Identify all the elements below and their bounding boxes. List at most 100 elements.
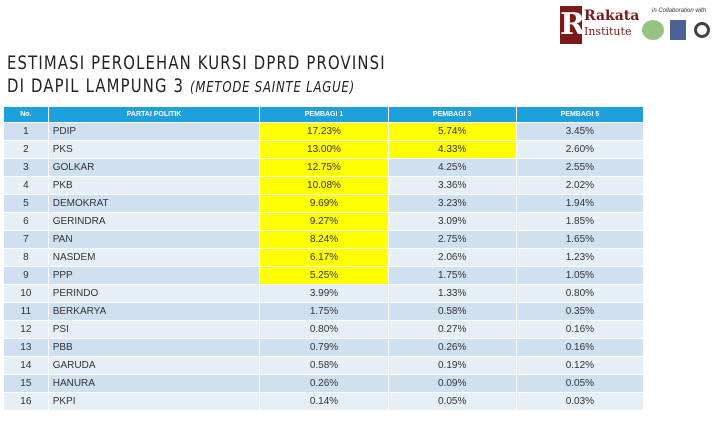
column-header: PARTAI POLITIK <box>48 107 260 122</box>
table-row: 2 PKS 13.00% 4.33% 2.60% <box>4 141 643 158</box>
table-row: 3 GOLKAR 12.75% 4.25% 2.55% <box>4 159 643 176</box>
row-number: 2 <box>4 141 48 158</box>
pembagi-5-value: 2.60% <box>516 141 643 158</box>
pembagi-1-value: 1.75% <box>260 303 388 320</box>
party-name: HANURA <box>48 375 260 392</box>
table-row: 10 PERINDO 3.99% 1.33% 0.80% <box>4 285 643 302</box>
table-row: 9 PPP 5.25% 1.75% 1.05% <box>4 267 643 284</box>
party-name: PKB <box>48 177 260 194</box>
title-line-2-wrap: DI DAPIL LAMPUNG 3 (METODE SAINTE LAGUE) <box>7 75 386 99</box>
pembagi-1-value: 8.24% <box>260 231 388 248</box>
party-name: GERINDRA <box>48 213 260 230</box>
pembagi-5-value: 0.03% <box>516 393 643 410</box>
pembagi-3-value: 1.33% <box>388 285 516 302</box>
party-name: PERINDO <box>48 285 260 302</box>
title-line-2: DI DAPIL LAMPUNG 3 <box>7 75 185 97</box>
partner-logo-3-icon <box>694 22 710 38</box>
pembagi-1-value: 0.26% <box>260 375 388 392</box>
pembagi-1-value: 10.08% <box>260 177 388 194</box>
title-subtitle: (METODE SAINTE LAGUE) <box>190 78 355 96</box>
column-header: PEMBAGI 1 <box>260 107 388 122</box>
table-row: 16 PKPI 0.14% 0.05% 0.03% <box>4 393 643 410</box>
seat-estimate-table: No. PARTAI POLITIK PEMBAGI 1 PEMBAGI 3 PEMBA… <box>3 106 644 411</box>
table-row: 5 DEMOKRAT 9.69% 3.23% 1.94% <box>4 195 643 212</box>
pembagi-3-value: 0.09% <box>388 375 516 392</box>
table-row: 8 NASDEM 6.17% 2.06% 1.23% <box>4 249 643 266</box>
pembagi-5-value: 1.05% <box>516 267 643 284</box>
party-name: GOLKAR <box>48 159 260 176</box>
party-name: PAN <box>48 231 260 248</box>
pembagi-5-value: 2.02% <box>516 177 643 194</box>
pembagi-3-value: 3.36% <box>388 177 516 194</box>
party-name: NASDEM <box>48 249 260 266</box>
pembagi-1-value: 13.00% <box>260 141 388 158</box>
table-row: 15 HANURA 0.26% 0.09% 0.05% <box>4 375 643 392</box>
table-row: 14 GARUDA 0.58% 0.19% 0.12% <box>4 357 643 374</box>
party-name: BERKARYA <box>48 303 260 320</box>
party-name: PBB <box>48 339 260 356</box>
row-number: 5 <box>4 195 48 212</box>
pembagi-5-value: 1.85% <box>516 213 643 230</box>
party-name: DEMOKRAT <box>48 195 260 212</box>
column-header: No. <box>4 107 48 122</box>
pembagi-1-value: 9.69% <box>260 195 388 212</box>
pembagi-3-value: 0.58% <box>388 303 516 320</box>
row-number: 3 <box>4 159 48 176</box>
party-name: PPP <box>48 267 260 284</box>
pembagi-3-value: 2.06% <box>388 249 516 266</box>
rakata-logo: R Rakata Institute in Collaboration with <box>556 4 720 48</box>
pembagi-3-value: 4.25% <box>388 159 516 176</box>
row-number: 12 <box>4 321 48 338</box>
row-number: 15 <box>4 375 48 392</box>
partner-logo-2-icon <box>670 20 686 40</box>
pembagi-5-value: 0.35% <box>516 303 643 320</box>
pembagi-3-value: 0.05% <box>388 393 516 410</box>
page-title: ESTIMASI PEROLEHAN KURSI DPRD PROVINSI D… <box>7 52 386 99</box>
collab-text: in Collaboration with <box>652 8 707 14</box>
pembagi-5-value: 1.65% <box>516 231 643 248</box>
table-row: 12 PSI 0.80% 0.27% 0.16% <box>4 321 643 338</box>
party-name: PKS <box>48 141 260 158</box>
table-header: No. PARTAI POLITIK PEMBAGI 1 PEMBAGI 3 PEMBA… <box>4 107 643 122</box>
partner-logo-1-icon <box>642 20 664 40</box>
row-number: 7 <box>4 231 48 248</box>
table-row: 13 PBB 0.79% 0.26% 0.16% <box>4 339 643 356</box>
pembagi-5-value: 3.45% <box>516 123 643 140</box>
pembagi-1-value: 17.23% <box>260 123 388 140</box>
row-number: 6 <box>4 213 48 230</box>
row-number: 10 <box>4 285 48 302</box>
title-line-1: ESTIMASI PEROLEHAN KURSI DPRD PROVINSI <box>7 52 386 74</box>
pembagi-1-value: 9.27% <box>260 213 388 230</box>
pembagi-3-value: 3.09% <box>388 213 516 230</box>
pembagi-5-value: 0.05% <box>516 375 643 392</box>
pembagi-5-value: 1.23% <box>516 249 643 266</box>
pembagi-1-value: 0.79% <box>260 339 388 356</box>
pembagi-5-value: 0.16% <box>516 339 643 356</box>
pembagi-3-value: 0.26% <box>388 339 516 356</box>
logo-name: Rakata <box>584 8 640 24</box>
pembagi-1-value: 0.58% <box>260 357 388 374</box>
pembagi-3-value: 4.33% <box>388 141 516 158</box>
pembagi-1-value: 12.75% <box>260 159 388 176</box>
column-header: PEMBAGI 3 <box>388 107 516 122</box>
column-header: PEMBAGI 5 <box>516 107 643 122</box>
pembagi-1-value: 0.80% <box>260 321 388 338</box>
logo-sub: Institute <box>584 25 632 38</box>
row-number: 4 <box>4 177 48 194</box>
row-number: 14 <box>4 357 48 374</box>
row-number: 13 <box>4 339 48 356</box>
party-name: PSI <box>48 321 260 338</box>
table-row: 4 PKB 10.08% 3.36% 2.02% <box>4 177 643 194</box>
table-row: 7 PAN 8.24% 2.75% 1.65% <box>4 231 643 248</box>
pembagi-3-value: 0.19% <box>388 357 516 374</box>
row-number: 1 <box>4 123 48 140</box>
pembagi-3-value: 0.27% <box>388 321 516 338</box>
party-name: GARUDA <box>48 357 260 374</box>
pembagi-3-value: 3.23% <box>388 195 516 212</box>
pembagi-5-value: 0.80% <box>516 285 643 302</box>
pembagi-1-value: 3.99% <box>260 285 388 302</box>
pembagi-3-value: 5.74% <box>388 123 516 140</box>
pembagi-3-value: 2.75% <box>388 231 516 248</box>
pembagi-5-value: 0.16% <box>516 321 643 338</box>
rakata-r-icon: R <box>560 6 585 44</box>
